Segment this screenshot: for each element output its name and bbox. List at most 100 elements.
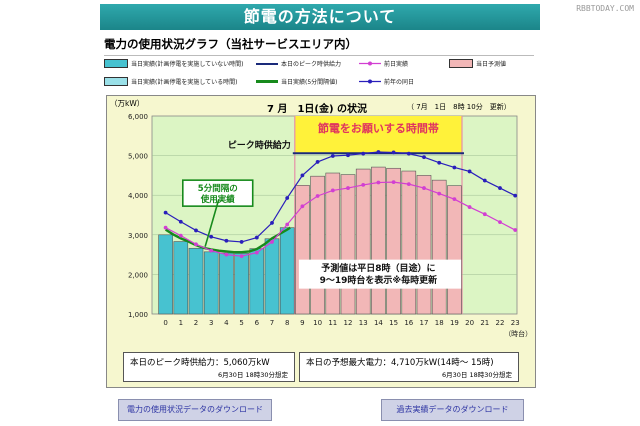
legend-item-peak-supply: 本日のピーク時供給力 <box>256 59 341 68</box>
series-point <box>254 250 259 255</box>
download-past-data-button[interactable]: 過去実績データのダウンロード <box>381 399 524 421</box>
series-point <box>498 186 502 190</box>
legend-item-actual-outage: 当日実績(計画停電を実施している時間) <box>104 77 238 86</box>
series-point <box>315 160 320 164</box>
y-tick-label: 6,000 <box>128 113 148 121</box>
series-point <box>422 155 426 160</box>
bar <box>416 175 432 315</box>
page-banner: 節電の方法について <box>100 4 540 30</box>
series-point <box>224 238 229 243</box>
series-point <box>437 191 442 196</box>
legend: 当日実績(計画停電を実施していない時間) 本日のピーク時供給力 前日実績 当日予… <box>104 57 534 91</box>
x-tick-label: 2 <box>194 319 198 327</box>
series-point <box>361 183 366 187</box>
legend-item-five-min: 当日実績(5分間隔値) <box>256 77 338 86</box>
request-band-label: 節電をお願いする時間帯 <box>318 121 439 135</box>
legend-label: 当日実績(計画停電を実施していない時間) <box>131 61 244 68</box>
legend-swatch <box>256 62 278 65</box>
bar <box>249 248 265 315</box>
series-point <box>467 205 472 209</box>
bar <box>234 253 249 315</box>
series-point <box>270 240 274 244</box>
series-point <box>391 150 396 155</box>
series-point <box>346 186 350 190</box>
bar <box>386 167 401 315</box>
x-tick-label: 20 <box>465 319 474 327</box>
bar <box>371 166 386 315</box>
series-point <box>285 196 290 200</box>
y-tick-label: 5,000 <box>128 153 148 161</box>
legend-item-prev-day: 前日実績 <box>359 59 408 68</box>
x-tick-label: 4 <box>224 319 229 327</box>
x-tick-label: 18 <box>435 319 444 327</box>
legend-swatch <box>359 61 381 66</box>
x-tick-label: 11 <box>328 319 337 327</box>
x-tick-label: 3 <box>209 319 213 327</box>
section-subtitle: 電力の使用状況グラフ（当社サービスエリア内） <box>104 36 534 56</box>
legend-label: 前日実績 <box>384 61 409 68</box>
bar <box>431 179 447 315</box>
series-point <box>513 193 518 198</box>
peak-supply-box: 本日のピーク時供給力：5,060万kW 6月30日 18時30分想定 <box>123 352 295 382</box>
series-point <box>406 151 411 156</box>
peak-supply-label: ピーク時供給力 <box>228 139 291 151</box>
series-point <box>285 222 290 227</box>
bar <box>447 185 462 315</box>
x-tick-label: 22 <box>496 319 505 327</box>
series-point <box>376 180 381 185</box>
bar <box>264 238 280 315</box>
series-point <box>330 154 335 158</box>
bar <box>279 227 295 315</box>
x-tick-label: 23 <box>511 319 520 327</box>
series-point <box>437 160 442 165</box>
y-tick-label: 1,000 <box>128 311 148 319</box>
series-point <box>254 235 259 240</box>
series-point <box>178 233 183 238</box>
series-point <box>361 151 366 156</box>
series-point <box>482 212 487 217</box>
x-tick-label: 21 <box>480 319 489 327</box>
x-tick-label: 7 <box>270 319 274 327</box>
legend-label: 本日のピーク時供給力 <box>281 61 342 68</box>
forecast-note-text: 予測値は平日8時（目途）に <box>321 262 435 274</box>
bar <box>401 170 417 315</box>
bar <box>219 252 234 315</box>
chart-panel: （万kW） 7 月 1日(金) の状況 （ 7月 1日 8時 10分 更新） 1… <box>106 95 536 388</box>
legend-swatch <box>104 77 128 86</box>
series-point <box>209 234 214 239</box>
banner-title: 節電の方法について <box>243 7 397 26</box>
series-point <box>315 194 320 198</box>
series-point <box>194 242 198 247</box>
y-tick-label: 3,000 <box>128 232 148 240</box>
x-tick-label: 15 <box>389 319 398 327</box>
forecast-note-box <box>298 259 462 289</box>
x-tick-label: 14 <box>374 319 383 327</box>
series-point <box>330 188 335 193</box>
five-min-callout-text: 5分間隔の <box>198 183 238 194</box>
x-tick-label: 16 <box>404 319 413 327</box>
forecast-note-text: 9～19時台を表示※毎時更新 <box>320 274 438 286</box>
bar <box>203 251 219 315</box>
series-point <box>513 228 518 232</box>
x-tick-label: 13 <box>359 319 368 327</box>
forecast-max-text: 本日の予想最大電力：4,710万kW(14時～ 15時) <box>306 358 494 368</box>
bar <box>158 234 173 315</box>
x-tick-label: 9 <box>300 319 304 327</box>
series-line <box>164 226 291 254</box>
bar <box>325 172 341 315</box>
series-point <box>300 173 305 178</box>
x-axis-label: （時台） <box>504 329 532 338</box>
series-point <box>452 197 457 202</box>
series-point <box>239 240 244 244</box>
x-tick-label: 19 <box>450 319 459 327</box>
series-point <box>194 228 198 233</box>
series-point <box>376 150 381 154</box>
peak-supply-text: 本日のピーク時供給力：5,060万kW <box>130 358 270 368</box>
legend-swatch <box>256 80 278 83</box>
download-usage-data-button[interactable]: 電力の使用状況データのダウンロード <box>118 399 272 421</box>
series-point <box>467 169 472 174</box>
series-point <box>209 248 214 253</box>
series-point <box>300 204 305 209</box>
forecast-max-box: 本日の予想最大電力：4,710万kW(14時～ 15時) 6月30日 18時30… <box>299 352 519 382</box>
